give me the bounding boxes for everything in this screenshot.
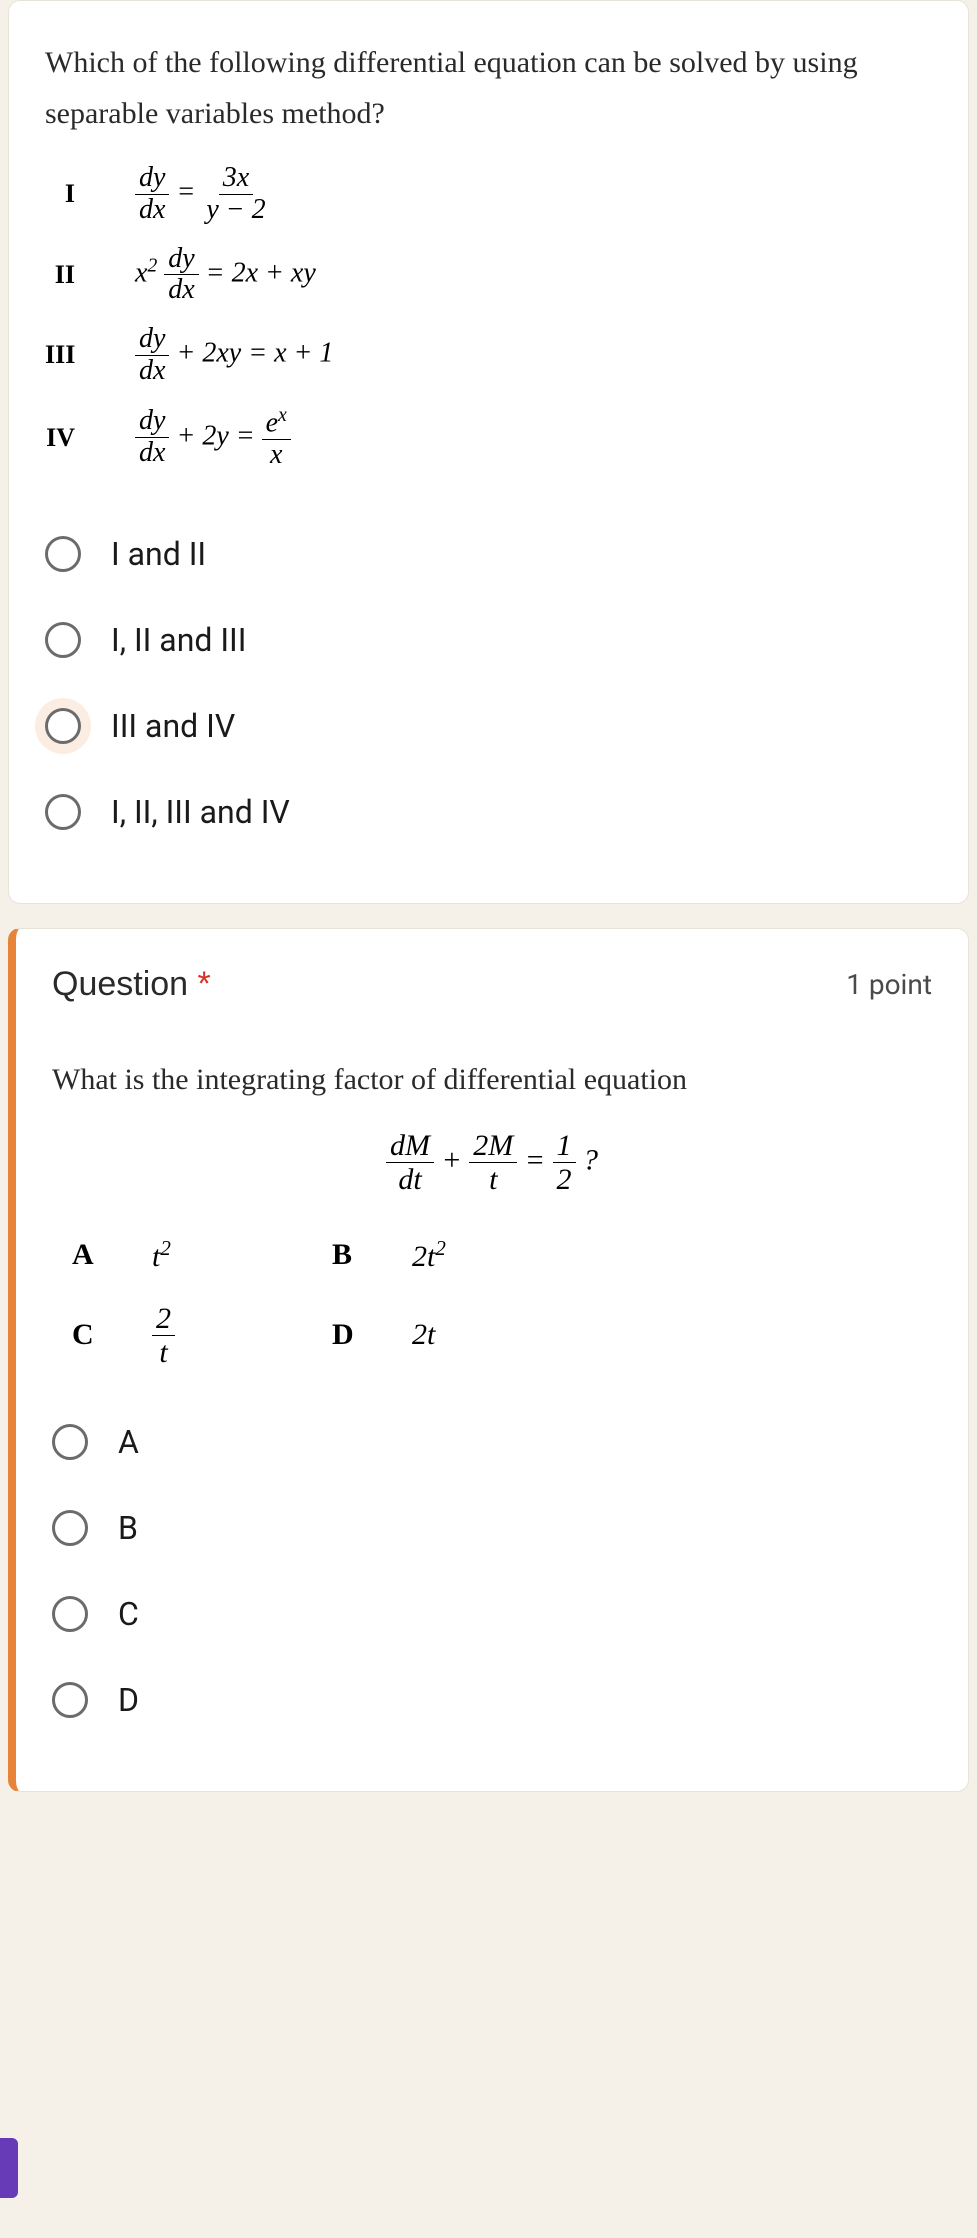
points-label: 1 point — [846, 968, 932, 1001]
radio-icon — [45, 536, 81, 572]
eq-label: II — [45, 260, 135, 290]
answer-value-A: t2 — [152, 1236, 332, 1274]
question-card-1: Which of the following differential equa… — [8, 0, 969, 904]
option-radio[interactable]: III and IV — [45, 683, 932, 769]
eq-label: III — [45, 340, 135, 370]
option-radio[interactable]: D — [52, 1657, 932, 1743]
answer-value-D: 2t — [412, 1318, 592, 1352]
answer-value-B: 2t2 — [412, 1236, 592, 1274]
radio-icon — [45, 622, 81, 658]
eq-body: dydx + 2xy = x + 1 — [135, 324, 333, 387]
eq-body: dydx = 3xy − 2 — [135, 163, 270, 226]
equation-row: II x2 dydx = 2x + xy — [45, 244, 932, 307]
radio-icon — [45, 708, 81, 744]
eq-body: x2 dydx = 2x + xy — [135, 244, 316, 307]
side-tab-icon[interactable] — [0, 2138, 18, 2198]
option-label: C — [118, 1595, 139, 1633]
option-radio[interactable]: B — [52, 1485, 932, 1571]
answer-label-C: C — [72, 1318, 152, 1352]
option-label: D — [118, 1681, 139, 1719]
option-radio[interactable]: C — [52, 1571, 932, 1657]
option-radio[interactable]: A — [52, 1399, 932, 1485]
eq-label: I — [45, 179, 135, 209]
question-card-2: Question * 1 point What is the integrati… — [8, 928, 969, 1792]
answer-label-A: A — [72, 1238, 152, 1272]
radio-icon — [45, 794, 81, 830]
option-radio[interactable]: I, II, III and IV — [45, 769, 932, 855]
option-label: A — [118, 1423, 139, 1461]
radio-icon — [52, 1596, 88, 1632]
option-label: III and IV — [111, 707, 235, 745]
question-text-1: Which of the following differential equa… — [45, 37, 932, 139]
answer-grid: A t2 B 2t2 C 2t D 2t — [72, 1236, 932, 1369]
required-asterisk: * — [198, 965, 211, 1003]
main-equation: dMdt + 2Mt = 12 ? — [52, 1129, 932, 1196]
option-label: I, II and III — [111, 621, 246, 659]
answer-label-B: B — [332, 1238, 412, 1272]
option-radio[interactable]: I, II and III — [45, 597, 932, 683]
question-text-2: What is the integrating factor of differ… — [52, 1054, 932, 1105]
option-label: I and II — [111, 535, 206, 573]
answer-value-C: 2t — [152, 1302, 332, 1369]
eq-body: dydx + 2y = exx — [135, 405, 291, 471]
equation-row: IV dydx + 2y = exx — [45, 405, 932, 471]
radio-icon — [52, 1424, 88, 1460]
equation-row: III dydx + 2xy = x + 1 — [45, 324, 932, 387]
question-title: Question * — [52, 965, 211, 1004]
options-list-2: A B C D — [52, 1399, 932, 1743]
eq-label: IV — [45, 423, 135, 453]
equation-row: I dydx = 3xy − 2 — [45, 163, 932, 226]
option-radio[interactable]: I and II — [45, 511, 932, 597]
option-label: I, II, III and IV — [111, 793, 290, 831]
options-list-1: I and II I, II and III III and IV I, II,… — [45, 511, 932, 855]
answer-label-D: D — [332, 1318, 412, 1352]
option-label: B — [118, 1509, 138, 1547]
radio-icon — [52, 1510, 88, 1546]
radio-icon — [52, 1682, 88, 1718]
equation-list: I dydx = 3xy − 2 II x2 dydx = 2x + xy II… — [45, 163, 932, 471]
question-header: Question * 1 point — [52, 965, 932, 1004]
